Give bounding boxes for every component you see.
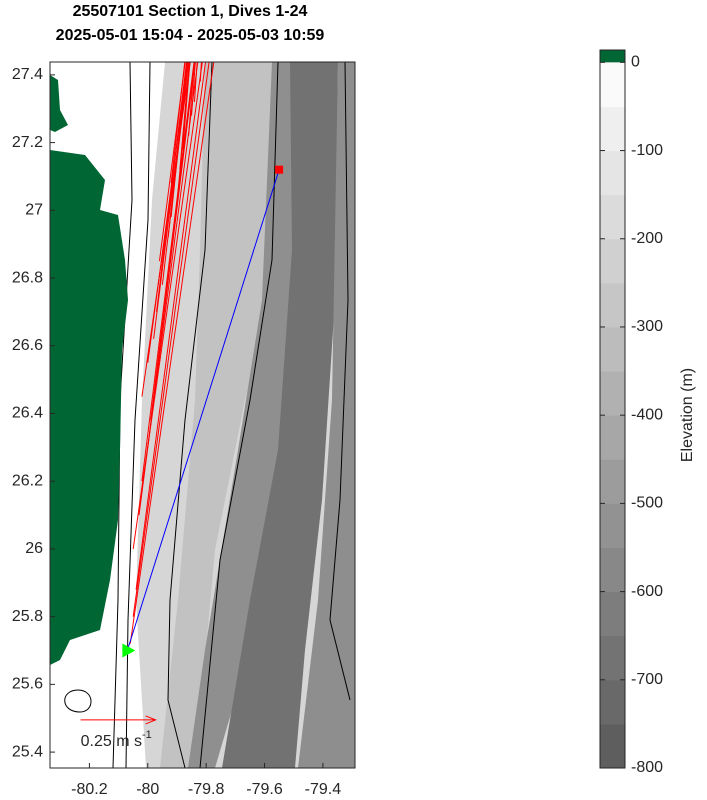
land <box>50 75 68 132</box>
colorbar-band <box>600 371 625 416</box>
colorbar-tick-label: -600 <box>631 583 663 600</box>
colorbar-band <box>600 591 625 637</box>
colorbar-band <box>600 62 625 107</box>
colorbar-land <box>600 50 625 63</box>
colorbar-band <box>600 679 625 725</box>
current-vector <box>179 62 190 170</box>
x-tick-label: -79.4 <box>305 781 342 798</box>
y-tick-label: 26 <box>25 540 43 557</box>
current-vector <box>132 62 210 617</box>
current-vector <box>129 62 215 644</box>
track-end <box>275 165 284 174</box>
colorbar-band <box>600 547 625 593</box>
axes-frame <box>49 61 356 769</box>
colorbar-label: Elevation (m) <box>679 368 696 462</box>
colorbar-frame <box>599 49 626 769</box>
track-start <box>122 643 136 658</box>
current-vector <box>156 62 188 312</box>
y-tick-label: 26.4 <box>12 405 43 422</box>
title: 2025-05-01 15:04 - 2025-05-03 10:59 <box>56 27 325 44</box>
colorbar-tick-label: -100 <box>631 142 663 159</box>
y-tick-label: 27.2 <box>12 134 43 151</box>
current-vectors <box>129 62 215 644</box>
colorbar-tick-label: -200 <box>631 230 663 247</box>
y-tick-label: 26.2 <box>12 472 43 489</box>
current-vector <box>141 62 195 482</box>
title: 25507101 Section 1, Dives 1-24 <box>73 3 308 20</box>
x-tick-label: -80 <box>136 781 159 798</box>
colorbar-tick-label: 0 <box>631 54 640 71</box>
current-vector <box>135 62 207 590</box>
current-vector <box>167 62 188 238</box>
bathymetry <box>50 62 355 768</box>
colorbar-tick-label: -700 <box>631 671 663 688</box>
track-line <box>126 169 280 651</box>
y-tick-label: 25.4 <box>12 743 43 760</box>
current-vector <box>150 62 195 421</box>
colorbar-band <box>600 150 625 196</box>
colorbar-tick-label: -400 <box>631 406 663 423</box>
land <box>50 150 128 665</box>
colorbar-band <box>600 106 625 152</box>
x-tick-label: -79.6 <box>246 781 283 798</box>
y-tick-label: 27.4 <box>12 66 43 83</box>
scale-label-sup: -1 <box>142 729 152 741</box>
colorbar-band <box>600 326 625 372</box>
y-tick-label: 27 <box>25 202 43 219</box>
y-tick-label: 26.6 <box>12 337 43 354</box>
colorbar-band <box>600 459 625 504</box>
colorbar-band <box>600 503 625 548</box>
scale-label: 0.25 m s-1 <box>81 729 152 750</box>
current-vector <box>158 62 186 262</box>
y-tick-label: 25.6 <box>12 676 43 693</box>
colorbar-tick-label: -800 <box>631 759 663 776</box>
current-vector <box>182 62 191 150</box>
colorbar: 0 -100 -200 -300 -400 -500 -600 -700 -800 <box>599 49 663 776</box>
colorbar-band <box>600 723 625 769</box>
colorbar-band <box>600 194 625 240</box>
x-tick-label: -79.8 <box>188 781 225 798</box>
colorbar-tick-label: -300 <box>631 318 663 335</box>
colorbar-tick-label: -500 <box>631 495 663 512</box>
current-vector <box>170 62 186 184</box>
scale-arrow <box>80 715 157 725</box>
current-vector <box>170 62 188 218</box>
scale-label-text: 0.25 m s <box>81 733 142 750</box>
colorbar-band <box>600 415 625 460</box>
colorbar-band <box>600 238 625 284</box>
colorbar-band <box>600 635 625 681</box>
y-tick-label: 26.8 <box>12 269 43 286</box>
x-tick-label: -80.2 <box>71 781 108 798</box>
colorbar-band <box>600 282 625 328</box>
y-tick-label: 25.8 <box>12 608 43 625</box>
